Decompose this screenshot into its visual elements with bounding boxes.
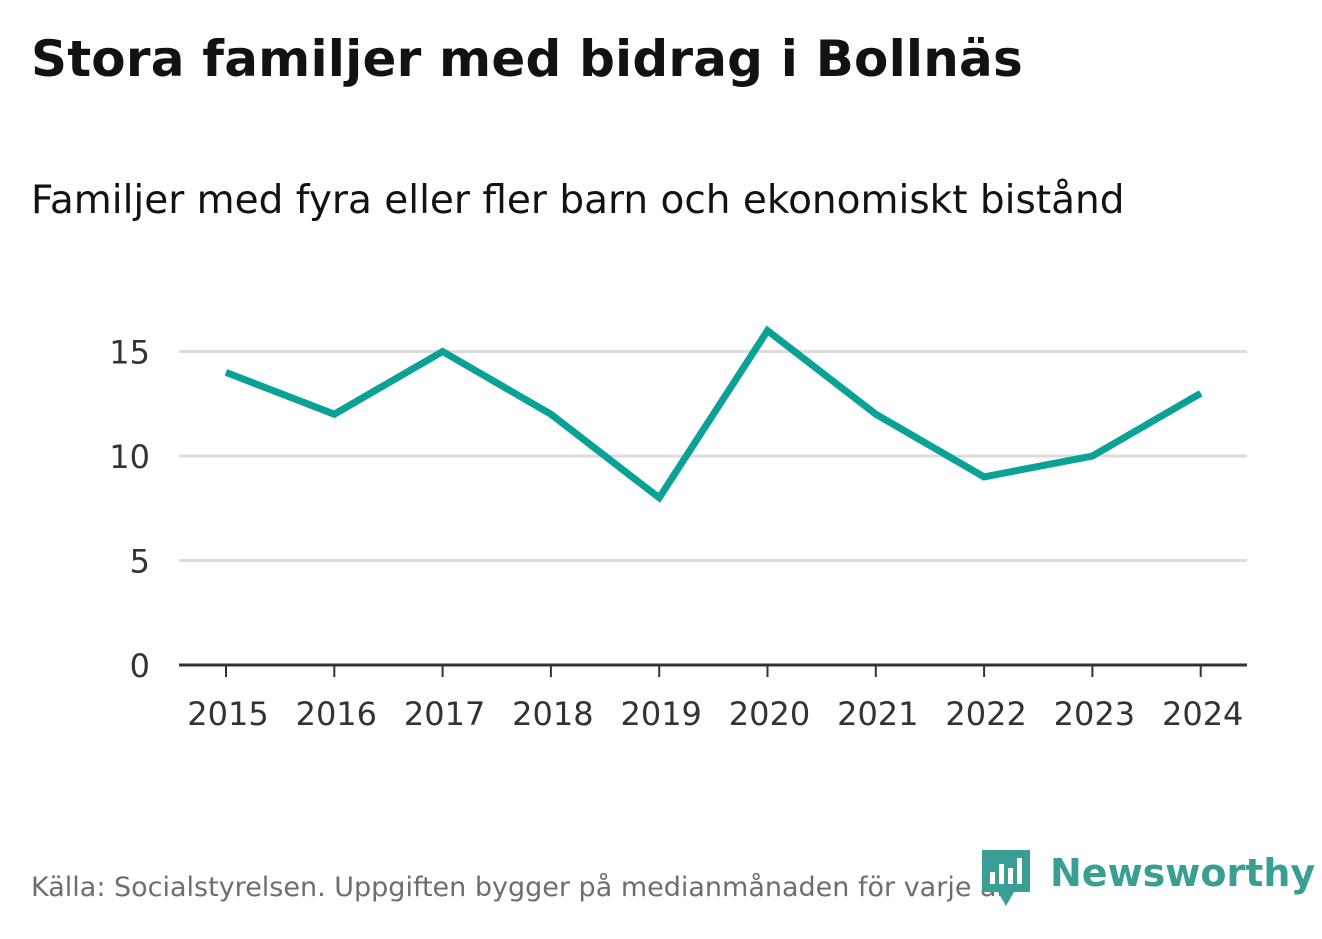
x-tick-label: 2019: [620, 695, 701, 733]
x-tick-label: 2018: [512, 695, 593, 733]
x-tick-label: 2021: [837, 695, 918, 733]
x-tick-label: 2023: [1054, 695, 1135, 733]
data-point: [767, 330, 768, 332]
data-point: [442, 351, 444, 352]
data-point: [1091, 455, 1093, 457]
data-point: [875, 413, 877, 415]
x-tick-label: 2017: [404, 695, 485, 733]
y-tick-label: 0: [130, 647, 150, 685]
x-tick-label: 2016: [296, 695, 377, 733]
x-tick-label: 2015: [187, 695, 268, 733]
x-tick-label: 2024: [1162, 695, 1243, 733]
data-point: [1200, 392, 1202, 394]
data-point: [983, 476, 985, 478]
series-line: [224, 325, 1203, 503]
data-point: [658, 497, 660, 499]
newsworthy-logo-icon: [982, 850, 1030, 906]
brand-name: Newsworthy: [1050, 851, 1316, 895]
data-point: [550, 413, 552, 415]
y-tick-label: 5: [130, 543, 150, 581]
gridlines: [179, 350, 1247, 562]
data-point: [225, 371, 227, 373]
series: [224, 325, 1203, 503]
brand-logo: Newsworthy: [982, 850, 1315, 906]
y-axis-ticks: 0 5 10 15: [109, 334, 150, 686]
x-tick-label: 2020: [729, 695, 810, 733]
source-note: Källa: Socialstyrelsen. Uppgiften bygger…: [31, 872, 1008, 903]
y-tick-label: 15: [109, 334, 150, 372]
x-axis-ticks: 2015 2016 2017 2018 2019 2020 2021 2022 2023 2024: [187, 665, 1243, 733]
y-tick-label: 10: [109, 438, 150, 476]
data-point: [333, 413, 335, 415]
chart-subtitle: Familjer med fyra eller fler barn och ek…: [31, 178, 1125, 223]
x-tick-label: 2022: [945, 695, 1026, 733]
chart-title: Stora familjer med bidrag i Bollnäs: [31, 30, 1023, 88]
